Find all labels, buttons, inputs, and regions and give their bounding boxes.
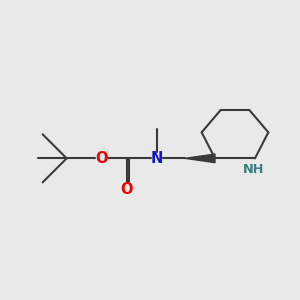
Text: NH: NH (243, 163, 264, 176)
Text: O: O (120, 182, 133, 196)
Polygon shape (185, 154, 215, 163)
Text: O: O (95, 151, 108, 166)
Text: N: N (151, 151, 163, 166)
